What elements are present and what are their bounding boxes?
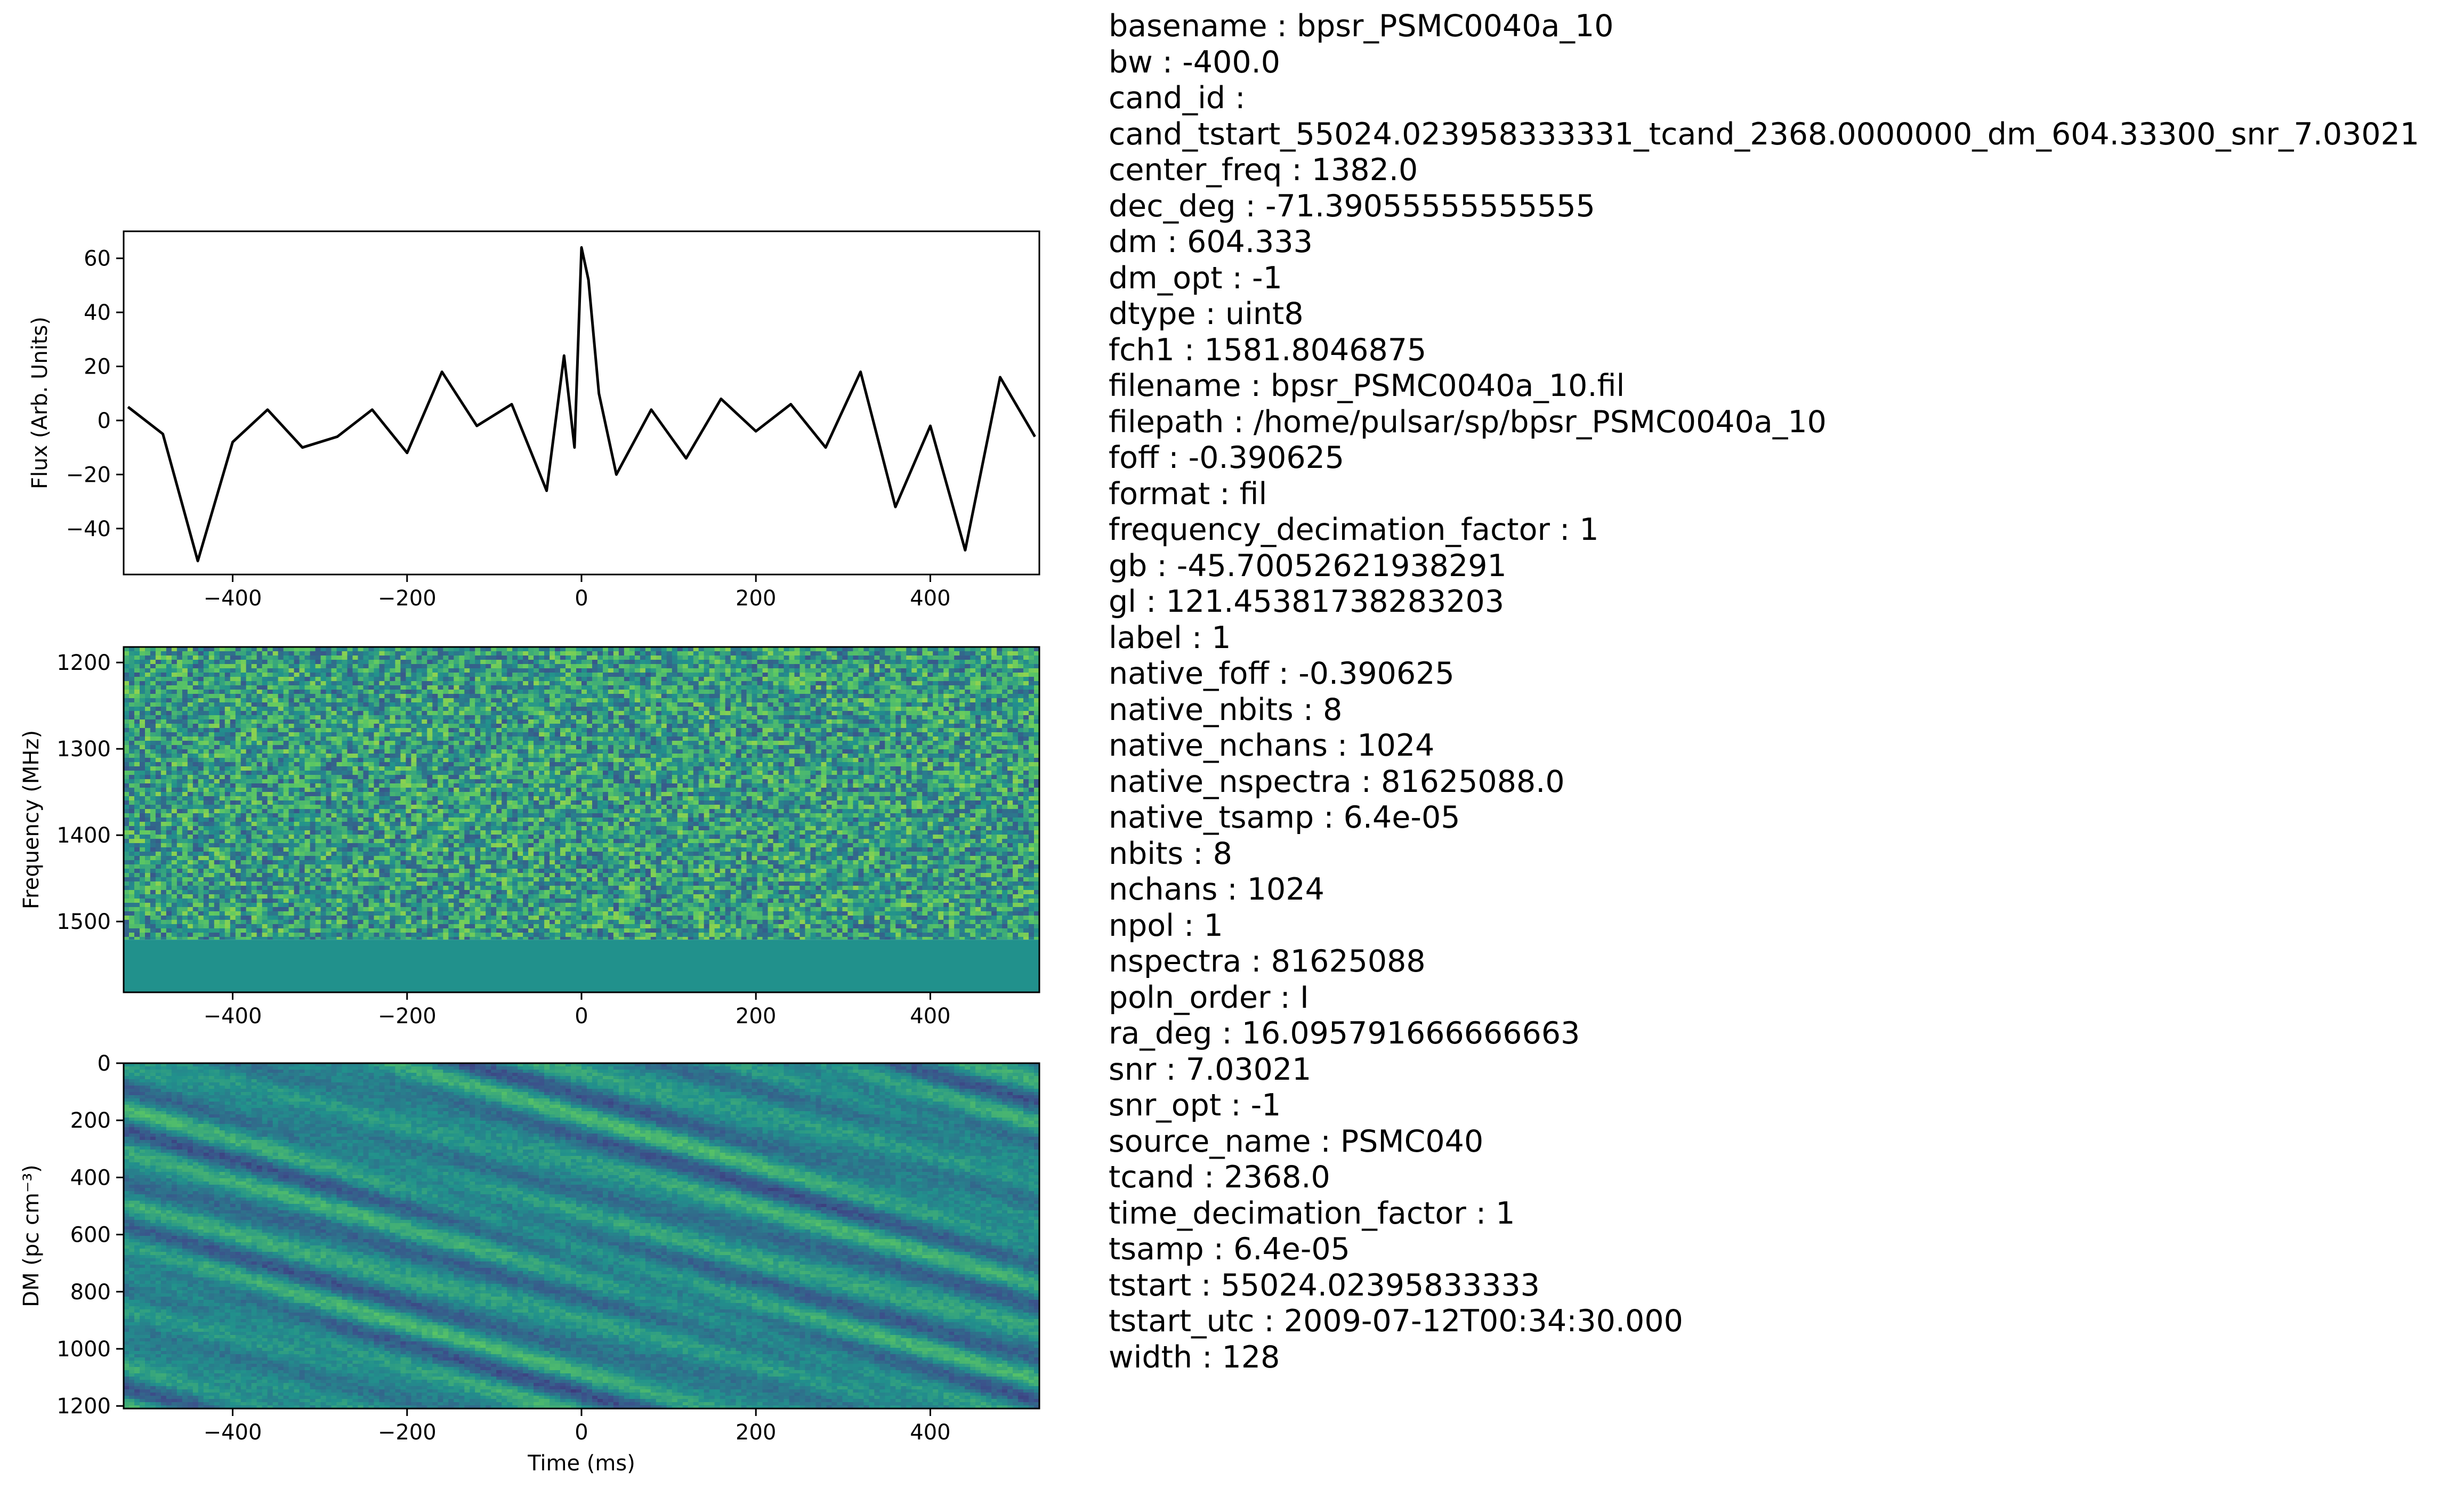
param-line: native_nspectra : 81625088.0 <box>1109 764 2419 800</box>
param-line: fch1 : 1581.8046875 <box>1109 333 2419 369</box>
param-line: label : 1 <box>1109 620 2419 657</box>
param-line: filename : bpsr_PSMC0040a_10.fil <box>1109 368 2419 404</box>
param-line: nchans : 1024 <box>1109 872 2419 908</box>
y-tick-label: 0 <box>98 409 111 433</box>
y-axis-label: Flux (Arb. Units) <box>28 317 52 489</box>
y-tick-label: 60 <box>84 247 111 271</box>
param-line: nbits : 8 <box>1109 836 2419 872</box>
x-tick-label: 200 <box>736 586 776 611</box>
y-tick-label: 800 <box>70 1280 111 1305</box>
y-axis-label: Frequency (MHz) <box>19 730 44 909</box>
param-line: poln_order : I <box>1109 980 2419 1016</box>
x-tick-label: −200 <box>378 1004 437 1029</box>
y-tick-label: 400 <box>70 1166 111 1190</box>
y-tick-label: 1200 <box>56 1394 111 1419</box>
param-line: native_tsamp : 6.4e-05 <box>1109 800 2419 836</box>
param-line: width : 128 <box>1109 1340 2419 1376</box>
x-tick-label: −200 <box>378 586 437 611</box>
y-tick-label: 1200 <box>56 651 111 675</box>
y-tick-label: −20 <box>66 463 111 487</box>
y-tick-label: −40 <box>66 517 111 541</box>
param-line: frequency_decimation_factor : 1 <box>1109 512 2419 548</box>
flagged-channels-band <box>124 940 1039 992</box>
param-line: foff : -0.390625 <box>1109 440 2419 476</box>
param-line: cand_tstart_55024.023958333331_tcand_236… <box>1109 117 2419 153</box>
x-tick-label: 200 <box>736 1420 776 1445</box>
y-tick-label: 200 <box>70 1108 111 1133</box>
y-axis-label: DM (pc cm⁻³) <box>19 1164 44 1307</box>
param-line: nspectra : 81625088 <box>1109 944 2419 980</box>
param-line: native_nchans : 1024 <box>1109 728 2419 764</box>
dm-time-heatmap <box>124 1063 1040 1409</box>
x-tick-label: 200 <box>736 1004 776 1029</box>
y-tick-label: 1500 <box>56 910 111 934</box>
x-tick-label: −400 <box>204 1420 262 1445</box>
param-line: npol : 1 <box>1109 908 2419 944</box>
param-line: snr_opt : -1 <box>1109 1088 2419 1124</box>
param-line: time_decimation_factor : 1 <box>1109 1196 2419 1232</box>
param-line: source_name : PSMC040 <box>1109 1124 2419 1160</box>
candidate-parameter-list: basename : bpsr_PSMC0040a_10 bw : -400.0 c… <box>1109 9 2419 1375</box>
y-tick-label: 20 <box>84 355 111 379</box>
param-line: cand_id : <box>1109 80 2419 117</box>
y-tick-label: 1300 <box>56 737 111 762</box>
x-tick-label: 0 <box>575 1420 588 1445</box>
y-tick-label: 1000 <box>56 1337 111 1362</box>
x-tick-label: 0 <box>575 1004 588 1029</box>
param-line: tcand : 2368.0 <box>1109 1160 2419 1196</box>
param-line: dm_opt : -1 <box>1109 261 2419 297</box>
y-tick-label: 1400 <box>56 823 111 848</box>
param-line: dm : 604.333 <box>1109 224 2419 261</box>
x-tick-label: −400 <box>204 586 262 611</box>
x-tick-label: −400 <box>204 1004 262 1029</box>
x-axis-label: Time (ms) <box>527 1451 635 1476</box>
x-tick-label: 0 <box>575 586 588 611</box>
param-line: basename : bpsr_PSMC0040a_10 <box>1109 9 2419 45</box>
param-line: native_nbits : 8 <box>1109 692 2419 729</box>
x-tick-label: 400 <box>910 1420 950 1445</box>
y-tick-label: 600 <box>70 1223 111 1248</box>
x-tick-label: 400 <box>910 586 950 611</box>
param-line: dtype : uint8 <box>1109 296 2419 333</box>
param-line: native_foff : -0.390625 <box>1109 656 2419 692</box>
param-line: gl : 121.45381738283203 <box>1109 584 2419 620</box>
frequency-time-heatmap <box>124 647 1040 940</box>
param-line: tstart : 55024.02395833333 <box>1109 1268 2419 1304</box>
param-line: tstart_utc : 2009-07-12T00:34:30.000 <box>1109 1304 2419 1340</box>
x-tick-label: 400 <box>910 1004 950 1029</box>
param-line: snr : 7.03021 <box>1109 1052 2419 1088</box>
param-line: center_freq : 1382.0 <box>1109 152 2419 189</box>
param-line: ra_deg : 16.095791666666663 <box>1109 1016 2419 1052</box>
x-tick-label: −200 <box>378 1420 437 1445</box>
y-tick-label: 0 <box>98 1051 111 1076</box>
param-line: gb : -45.70052621938291 <box>1109 548 2419 585</box>
param-line: bw : -400.0 <box>1109 45 2419 81</box>
y-tick-label: 40 <box>84 301 111 325</box>
param-line: filepath : /home/pulsar/sp/bpsr_PSMC0040… <box>1109 404 2419 441</box>
param-line: format : fil <box>1109 476 2419 513</box>
param-line: dec_deg : -71.39055555555555 <box>1109 189 2419 225</box>
param-line: tsamp : 6.4e-05 <box>1109 1232 2419 1268</box>
